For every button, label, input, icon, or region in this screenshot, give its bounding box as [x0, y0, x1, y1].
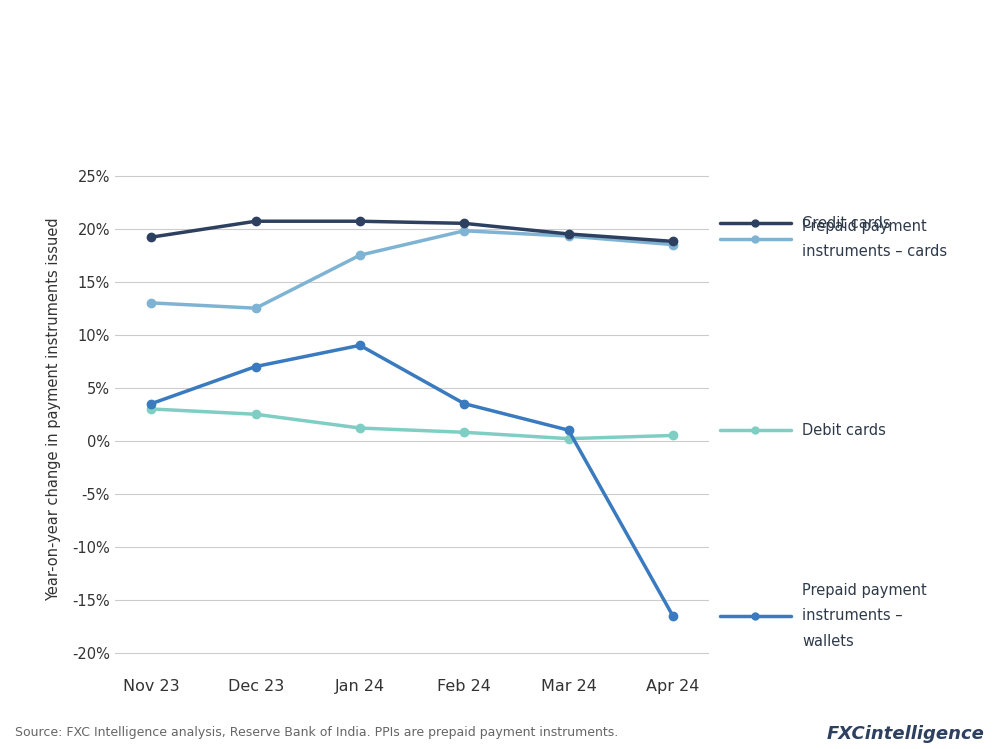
- Text: Credit cards: Credit cards: [802, 216, 891, 231]
- Text: YoY change in issued payment instruments in India, Nov 2022-Apr 2024: YoY change in issued payment instruments…: [15, 90, 662, 108]
- Y-axis label: Year-on-year change in payment instruments issued: Year-on-year change in payment instrumen…: [46, 217, 61, 601]
- Text: wallets: wallets: [802, 634, 854, 649]
- Text: Prepaid payment: Prepaid payment: [802, 219, 927, 234]
- Text: Source: FXC Intelligence analysis, Reserve Bank of India. PPIs are prepaid payme: Source: FXC Intelligence analysis, Reser…: [15, 727, 618, 739]
- Text: Despite dominance, wallet PPIs have seen a drop in use in India: Despite dominance, wallet PPIs have seen…: [15, 28, 999, 56]
- Text: FXCintelligence: FXCintelligence: [826, 725, 984, 743]
- Text: Debit cards: Debit cards: [802, 422, 886, 437]
- Text: instruments – cards: instruments – cards: [802, 244, 947, 259]
- Text: Prepaid payment: Prepaid payment: [802, 583, 927, 598]
- Text: instruments –: instruments –: [802, 608, 903, 623]
